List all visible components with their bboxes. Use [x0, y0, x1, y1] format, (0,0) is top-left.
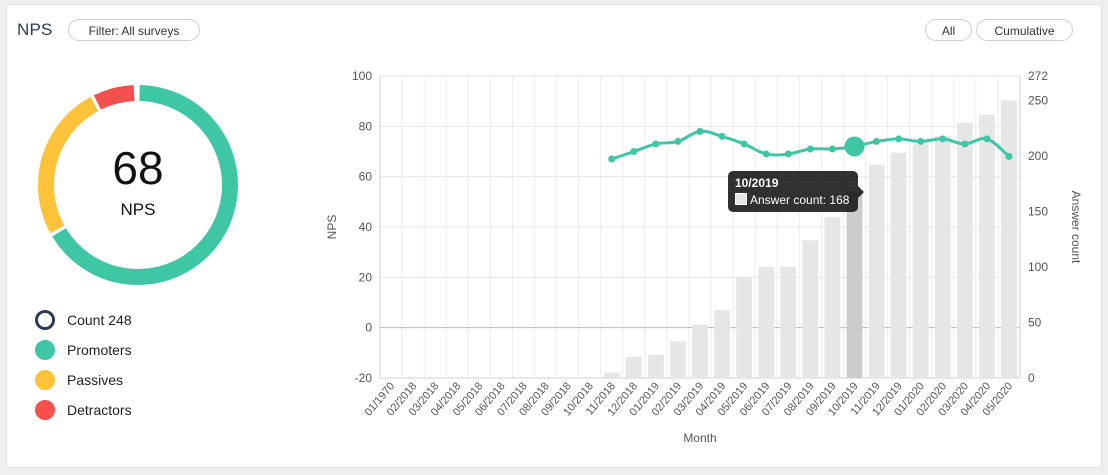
tooltip-swatch-icon	[735, 193, 747, 205]
donut-ring	[37, 85, 238, 286]
x-axis-title: Month	[683, 431, 716, 445]
bar-answer-count	[714, 310, 731, 378]
nps-point	[674, 137, 682, 145]
y-tick-label: -20	[355, 371, 373, 385]
nps-point	[1005, 153, 1013, 161]
bar-answer-count	[692, 324, 708, 378]
y2-tick-label: 250	[1028, 93, 1048, 107]
donut-segment-promoters	[37, 85, 238, 286]
nps-point	[608, 155, 616, 163]
nps-point	[983, 135, 991, 143]
nps-point	[740, 140, 748, 148]
nps-point	[630, 148, 638, 155]
nps-point	[784, 150, 792, 158]
bar-answer-count	[956, 122, 973, 378]
y2-tick-label: 272	[1028, 69, 1048, 83]
cumulative-toggle-button[interactable]: Cumulative	[976, 19, 1073, 41]
donut-segment-passives	[37, 85, 238, 286]
y-tick-label: 0	[365, 321, 372, 335]
tooltip-title: 10/2019	[735, 176, 779, 190]
y2-tick-label: 150	[1028, 204, 1048, 218]
legend-label: Passives	[67, 372, 124, 388]
bar-answer-count	[934, 135, 951, 378]
bar-answer-count	[780, 266, 797, 378]
passives-dot-icon	[35, 370, 55, 390]
nps-point	[939, 135, 947, 143]
page-title: NPS	[17, 20, 53, 39]
promoters-dot-icon	[35, 340, 55, 360]
y2-tick-label: 200	[1028, 149, 1048, 163]
y-tick-label: 80	[359, 119, 373, 133]
tooltip-value: Answer count: 168	[750, 193, 850, 207]
legend-label: Count 248	[67, 312, 132, 328]
y-tick-label: 20	[359, 270, 373, 284]
y2-tick-label: 50	[1028, 315, 1042, 329]
bar-answer-count	[1001, 100, 1017, 379]
count-marker-icon	[35, 310, 55, 330]
bar-answer-count	[846, 191, 863, 378]
bar-answer-count	[758, 266, 775, 378]
nps-point	[652, 140, 660, 148]
detractors-dot-icon	[35, 400, 55, 420]
chart-tooltip: 10/2019 Answer count: 168	[728, 171, 864, 212]
nps-score-label: NPS	[120, 200, 156, 219]
legend-label: Detractors	[67, 402, 132, 418]
bar-answer-count	[669, 341, 686, 378]
nps-point	[718, 132, 726, 140]
y2-axis-title: Answer count	[1069, 191, 1083, 264]
y-axis-title: NPS	[325, 215, 339, 240]
y-tick-label: 60	[359, 170, 373, 184]
nps-point	[917, 137, 925, 145]
nps-point	[828, 145, 836, 153]
bar-answer-count	[802, 240, 819, 378]
bar-answer-count	[868, 164, 885, 378]
bar-answer-count	[647, 354, 664, 378]
bar-answer-count	[824, 217, 841, 378]
nps-point-active	[844, 136, 865, 157]
y-tick-label: 100	[352, 69, 372, 83]
nps-point	[696, 127, 704, 135]
all-toggle-button[interactable]: All	[925, 19, 972, 41]
y2-tick-label: 0	[1028, 371, 1035, 385]
bar-answer-count	[912, 143, 929, 378]
y2-tick-label: 100	[1028, 260, 1048, 274]
bar-answer-count	[890, 152, 907, 378]
bar-answer-count	[736, 276, 753, 378]
nps-point	[806, 145, 814, 153]
nps-donut-chart: 68 NPS	[37, 85, 238, 286]
nps-point	[762, 150, 770, 158]
nps-trend-chart: -2002040608010005010015020025027201/1970…	[325, 69, 1083, 445]
nps-point	[873, 137, 881, 145]
bar-answer-count	[978, 114, 995, 378]
filter-button[interactable]: Filter: All surveys	[68, 19, 200, 41]
nps-score-value: 68	[112, 142, 164, 194]
nps-point	[895, 135, 903, 143]
bar-answer-count	[625, 356, 642, 378]
y-tick-label: 40	[359, 220, 373, 234]
bar-answer-count	[603, 372, 620, 378]
legend-label: Promoters	[67, 342, 132, 358]
nps-point	[961, 140, 969, 148]
